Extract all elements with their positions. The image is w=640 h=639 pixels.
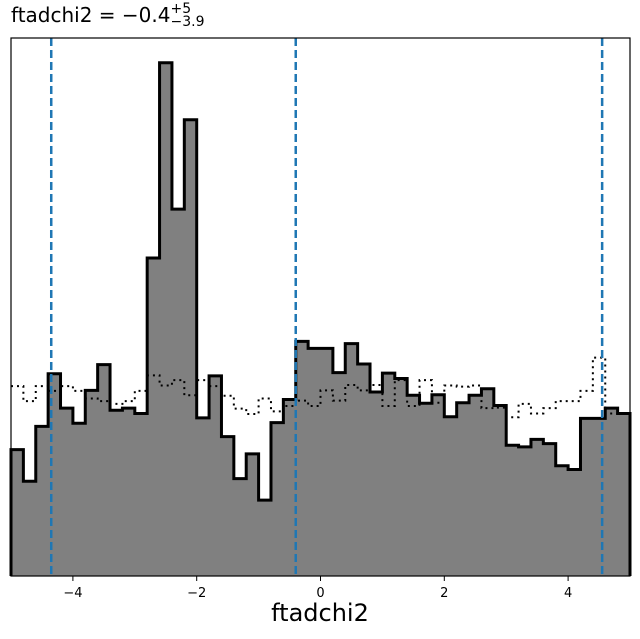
hist-bar xyxy=(97,364,111,576)
hist-bar xyxy=(35,426,49,576)
hist-bar xyxy=(530,439,544,576)
hist-bar xyxy=(332,372,346,576)
hist-bar xyxy=(85,390,99,576)
hist-bar xyxy=(110,410,123,576)
hist-bar xyxy=(72,423,86,576)
hist-bar xyxy=(592,418,606,576)
hist-outline-filled xyxy=(9,61,632,576)
hist-bar xyxy=(357,364,371,576)
x-tick-label: −2 xyxy=(187,586,206,601)
hist-bar xyxy=(295,341,309,576)
hist-bar xyxy=(159,62,173,577)
title-value: −0.4 xyxy=(121,3,171,27)
hist-bar xyxy=(308,348,321,576)
x-axis-label: ftadchi2 xyxy=(271,599,369,627)
hist-bar xyxy=(184,119,198,576)
hist-bar xyxy=(481,388,495,576)
hist-bar xyxy=(394,378,408,576)
hist-bar xyxy=(209,375,222,576)
hist-bar xyxy=(11,449,24,576)
hist-bar xyxy=(221,436,235,576)
hist-bar xyxy=(580,418,594,576)
hist-bar xyxy=(506,445,519,576)
hist-bar xyxy=(320,348,334,576)
x-tick-label: 4 xyxy=(564,586,572,601)
hist-bar xyxy=(171,209,185,577)
hist-bar xyxy=(233,478,247,576)
hist-bar xyxy=(469,395,482,576)
hist-bar xyxy=(518,446,532,576)
hist-bar xyxy=(60,408,74,576)
hist-bar xyxy=(555,465,569,576)
hist-bar xyxy=(407,395,420,576)
hist-bar xyxy=(568,469,581,576)
x-tick-label: 2 xyxy=(440,586,448,601)
hist-bar xyxy=(345,343,359,576)
title-sup: +5 xyxy=(170,0,192,17)
title-equals: = xyxy=(92,3,122,27)
x-tick-label: −4 xyxy=(63,586,82,601)
hist-bar xyxy=(605,408,619,576)
hist-bar xyxy=(444,416,458,576)
hist-bar xyxy=(456,402,470,576)
hist-bar xyxy=(617,413,631,576)
hist-bar xyxy=(419,403,433,576)
hist-bar xyxy=(431,394,445,576)
title-param: ftadchi2 xyxy=(11,3,93,27)
hist-bar xyxy=(134,413,148,576)
hist-bar xyxy=(270,422,284,576)
hist-bar xyxy=(196,417,210,576)
hist-bar xyxy=(493,405,507,576)
x-tick-label: 0 xyxy=(316,586,324,601)
hist-bar xyxy=(147,258,160,576)
chart-title: ftadchi2 = −0.4 +5 −3.9 xyxy=(11,2,205,30)
hist-bar xyxy=(370,392,383,576)
hist-bar xyxy=(246,453,259,576)
hist-bar xyxy=(23,481,37,576)
hist-bar xyxy=(543,443,557,576)
hist-bar xyxy=(283,399,297,576)
title-errors: +5 −3.9 xyxy=(170,0,205,30)
hist-bar xyxy=(382,373,396,576)
hist-bar xyxy=(122,408,136,576)
title-sub: −3.9 xyxy=(170,13,205,30)
hist-bar xyxy=(258,500,272,576)
